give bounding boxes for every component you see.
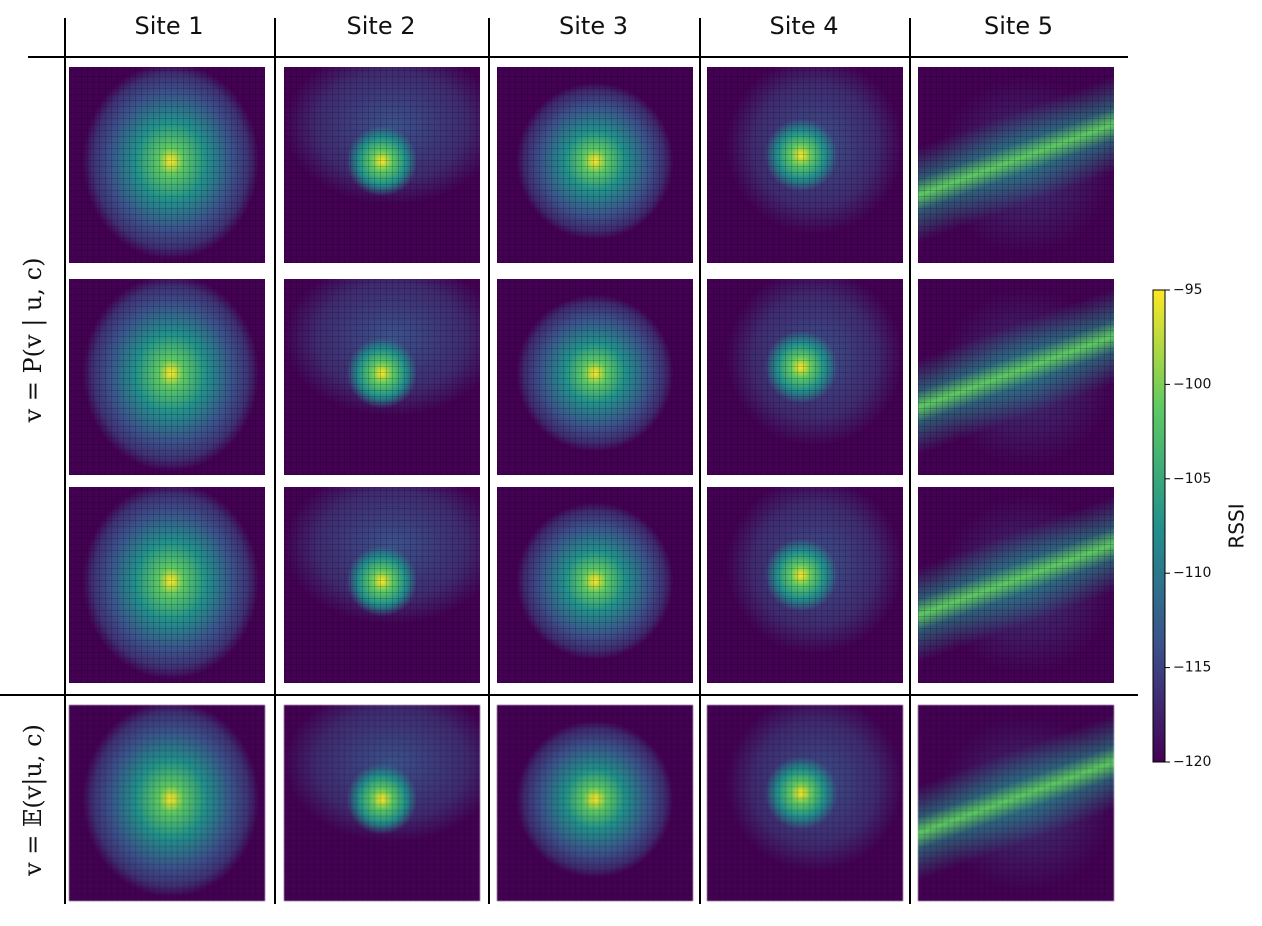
heatmap-panel (707, 705, 903, 901)
heatmap-panel (69, 705, 265, 901)
column-header: Site 5 (984, 12, 1053, 40)
heatmap-panel (69, 67, 265, 263)
column-header: Site 2 (346, 12, 416, 40)
colorbar-label: RSSI (1225, 503, 1249, 548)
colorbar-tick-label: −100 (1173, 376, 1211, 392)
colorbar-tick-label: −105 (1173, 471, 1211, 487)
heatmap-panel (69, 487, 265, 683)
column-rule (274, 18, 276, 904)
column-header: Site 4 (769, 12, 839, 40)
row-label: v = 𝔼(v|u, c) (19, 724, 47, 876)
heatmap-panel (918, 279, 1114, 475)
colorbar-scale (1152, 289, 1166, 763)
column-rule (64, 18, 66, 904)
column-header: Site 1 (134, 12, 204, 40)
heatmap-panel (707, 487, 903, 683)
heatmap-panel (918, 67, 1114, 263)
header-rule (28, 56, 1128, 58)
column-header: Site 3 (559, 12, 628, 40)
column-rule (909, 18, 911, 904)
row-rule (0, 694, 1138, 696)
colorbar-tick-label: −95 (1173, 282, 1203, 298)
colorbar-tick-label: −115 (1173, 660, 1211, 676)
column-rule (488, 18, 490, 904)
heatmap-panel (284, 67, 480, 263)
heatmap-panel (69, 279, 265, 475)
column-rule (699, 18, 701, 904)
heatmap-panel (284, 487, 480, 683)
heatmap-panel (707, 67, 903, 263)
colorbar-tick-label: −120 (1173, 754, 1211, 770)
heatmap-panel (918, 487, 1114, 683)
heatmap-panel (497, 279, 693, 475)
heatmap-panel (497, 705, 693, 901)
heatmap-panel (497, 487, 693, 683)
row-label: v = P(v | u, c) (19, 257, 47, 423)
heatmap-panel (284, 279, 480, 475)
heatmap-panel (284, 705, 480, 901)
colorbar: RSSI −95 −100 −105 −110 −115 −120 (1152, 282, 1249, 770)
colorbar-tick-label: −110 (1173, 565, 1211, 581)
heatmap-panel (707, 279, 903, 475)
heatmap-panel (497, 67, 693, 263)
heatmap-panel (918, 705, 1114, 901)
